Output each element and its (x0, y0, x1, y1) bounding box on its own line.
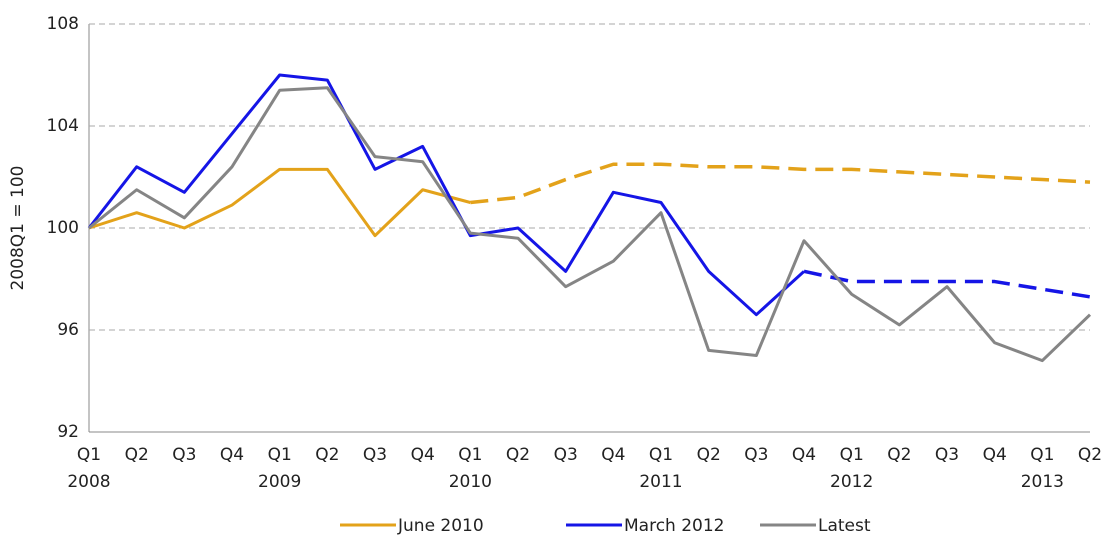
x-tick-label: Q1 (1030, 445, 1054, 465)
x-tick-label: Q2 (506, 445, 530, 465)
y-tick-label: 104 (47, 116, 79, 136)
x-tick-label: Q1 (77, 445, 101, 465)
x-tick-label: Q3 (744, 445, 768, 465)
x-tick-label: Q2 (315, 445, 339, 465)
x-tick-label: Q3 (363, 445, 387, 465)
legend-label: Latest (818, 516, 871, 536)
x-tick-label: Q3 (935, 445, 959, 465)
x-tick-label: Q2 (1078, 445, 1102, 465)
x-tick-year: 2011 (639, 472, 682, 492)
x-tick-label: Q3 (172, 445, 196, 465)
legend-label: June 2010 (397, 516, 484, 536)
x-tick-label: Q4 (792, 445, 816, 465)
x-tick-label: Q4 (220, 445, 244, 465)
x-tick-year: 2010 (449, 472, 492, 492)
x-tick-year: 2009 (258, 472, 301, 492)
y-tick-label: 100 (47, 218, 79, 238)
series-line (87, 73, 806, 317)
legend-label: March 2012 (624, 516, 725, 536)
series-line (88, 86, 1092, 363)
series-line (470, 162, 1091, 205)
x-tick-year: 2008 (67, 472, 110, 492)
series-line (803, 269, 1091, 299)
series-line (88, 167, 471, 238)
x-tick-label: Q4 (983, 445, 1007, 465)
x-tick-label: Q4 (411, 445, 435, 465)
x-tick-year: 2013 (1021, 472, 1064, 492)
x-tick-year: 2012 (830, 472, 873, 492)
y-tick-label: 96 (57, 320, 79, 340)
y-axis-label: 2008Q1 = 100 (8, 166, 28, 291)
x-tick-label: Q3 (554, 445, 578, 465)
x-tick-label: Q1 (268, 445, 292, 465)
x-tick-label: Q4 (601, 445, 625, 465)
x-tick-label: Q2 (697, 445, 721, 465)
x-tick-label: Q2 (125, 445, 149, 465)
x-tick-label: Q2 (887, 445, 911, 465)
x-tick-label: Q1 (840, 445, 864, 465)
y-tick-label: 108 (47, 14, 79, 34)
y-tick-label: 92 (57, 422, 79, 442)
x-tick-label: Q1 (649, 445, 673, 465)
x-tick-label: Q1 (458, 445, 482, 465)
